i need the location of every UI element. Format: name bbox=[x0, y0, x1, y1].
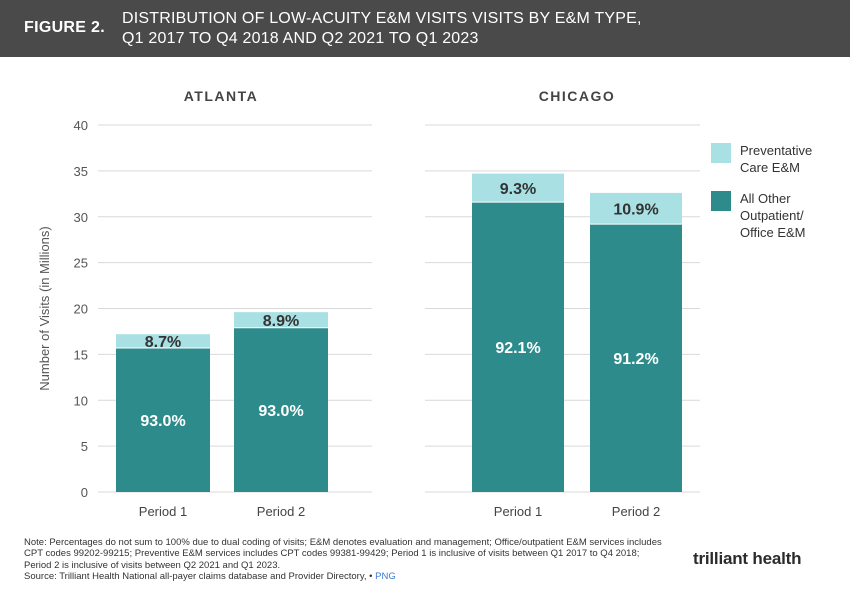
stacked-bar-chart: 0 5 10 15 20 25 30 35 40 Number of Visits (in Mil… bbox=[37, 88, 700, 519]
png-link[interactable]: PNG bbox=[375, 571, 396, 583]
data-label-other: 92.1% bbox=[495, 340, 540, 357]
y-tick-label: 35 bbox=[74, 164, 88, 179]
legend-label-other-line3: Office E&M bbox=[740, 225, 806, 240]
legend-label-preventative-line2: Care E&M bbox=[740, 160, 800, 175]
footnote: Note: Percentages do not sum to 100% due… bbox=[24, 537, 664, 583]
legend-item-other: All Other Outpatient/ Office E&M bbox=[711, 190, 841, 241]
source-text: Source: Trilliant Health National all-pa… bbox=[24, 571, 367, 583]
x-category-label: Period 1 bbox=[494, 504, 542, 519]
data-label-preventative: 8.9% bbox=[263, 313, 299, 330]
legend-swatch-other bbox=[711, 191, 731, 211]
y-tick-label: 15 bbox=[74, 347, 88, 362]
note-text: Note: Percentages do not sum to 100% due… bbox=[24, 537, 662, 571]
legend-label-other-line1: All Other bbox=[740, 191, 791, 206]
bar-preventative-care bbox=[234, 312, 328, 328]
data-label-preventative: 10.9% bbox=[613, 201, 658, 218]
legend-label-preventative-line1: Preventative bbox=[740, 143, 813, 158]
data-label-other: 91.2% bbox=[613, 351, 658, 368]
bar-other-outpatient bbox=[116, 347, 210, 492]
chart-legend: Preventative Care E&M All Other Outpatie… bbox=[711, 142, 841, 255]
data-label-preventative: 8.7% bbox=[145, 334, 181, 351]
bar-other-outpatient bbox=[234, 327, 328, 492]
y-tick-label: 10 bbox=[74, 393, 88, 408]
bar-preventative-care bbox=[472, 173, 564, 203]
source-bullet: • bbox=[369, 571, 373, 583]
trilliant-health-logo: trilliant health bbox=[693, 549, 802, 568]
figure-title-line1: DISTRIBUTION OF LOW-ACUITY E&M VISITS VI… bbox=[122, 10, 642, 27]
source-line: Source: Trilliant Health National all-pa… bbox=[24, 571, 664, 582]
x-category-label: Period 2 bbox=[612, 504, 660, 519]
data-label-other: 93.0% bbox=[140, 413, 185, 430]
legend-label-other-line2: Outpatient/ bbox=[740, 208, 804, 223]
x-category-label: Period 2 bbox=[257, 504, 305, 519]
y-tick-label: 5 bbox=[81, 439, 88, 454]
bar-preventative-care bbox=[116, 334, 210, 348]
bar-other-outpatient bbox=[472, 202, 564, 492]
panel-title: ATLANTA bbox=[184, 88, 259, 104]
figure-title-line2: Q1 2017 TO Q4 2018 AND Q2 2021 TO Q1 202… bbox=[122, 30, 479, 47]
figure-title: DISTRIBUTION OF LOW-ACUITY E&M VISITS VI… bbox=[122, 9, 642, 49]
bar-preventative-care bbox=[590, 192, 682, 225]
data-label-preventative: 9.3% bbox=[500, 181, 536, 198]
legend-item-preventative: Preventative Care E&M bbox=[711, 142, 841, 176]
y-tick-label: 25 bbox=[74, 256, 88, 271]
panel-title: CHICAGO bbox=[539, 88, 616, 104]
legend-swatch-preventative bbox=[711, 143, 731, 163]
y-tick-label: 0 bbox=[81, 485, 88, 500]
figure-label: FIGURE 2. bbox=[24, 19, 105, 36]
y-tick-label: 20 bbox=[74, 302, 88, 317]
y-tick-label: 30 bbox=[74, 210, 88, 225]
y-axis-label: Number of Visits (in Millions) bbox=[37, 226, 52, 390]
y-tick-label: 40 bbox=[74, 118, 88, 133]
x-category-label: Period 1 bbox=[139, 504, 187, 519]
bar-other-outpatient bbox=[590, 224, 682, 492]
figure-header: FIGURE 2. DISTRIBUTION OF LOW-ACUITY E&M… bbox=[0, 0, 850, 57]
data-label-other: 93.0% bbox=[258, 403, 303, 420]
